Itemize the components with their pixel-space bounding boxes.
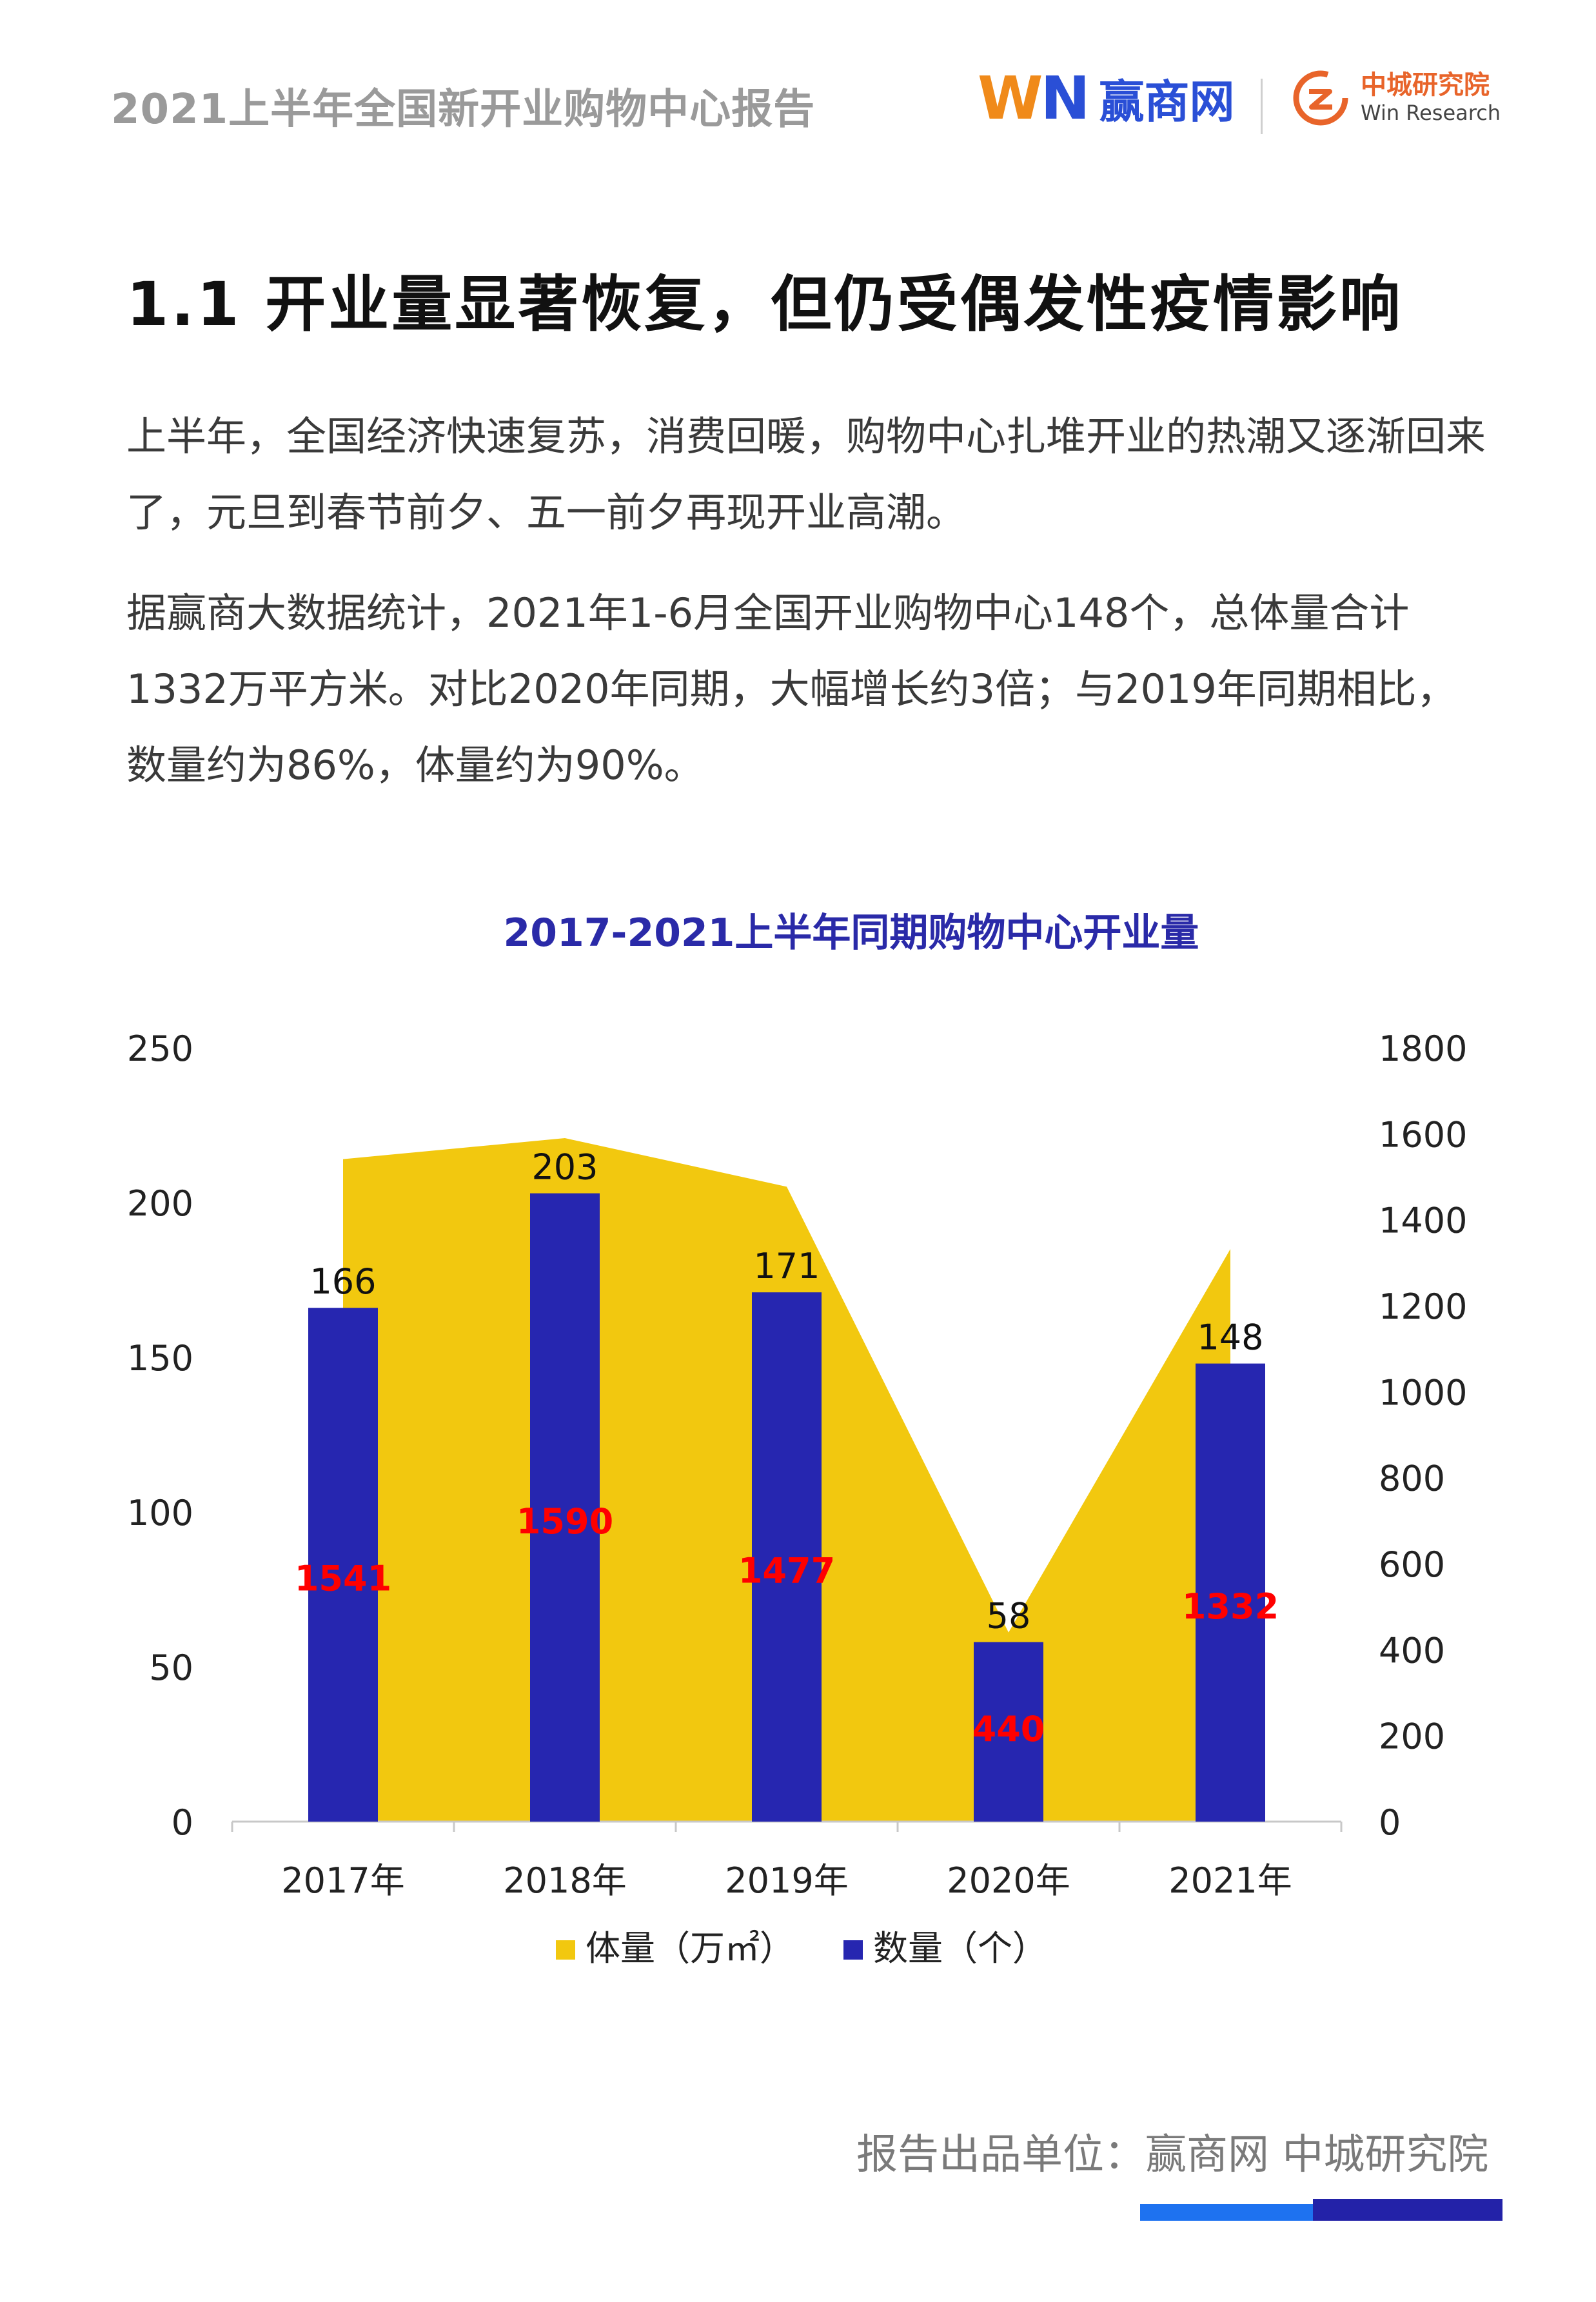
x-tick-label: 2020年 — [947, 1860, 1070, 1901]
y-right-tick-label: 600 — [1379, 1544, 1445, 1585]
section-title: 1.1 开业量显著恢复，但仍受偶发性疫情影响 — [126, 270, 1403, 340]
legend-swatch-count — [843, 1940, 863, 1960]
bar-label-count: 166 — [310, 1261, 376, 1302]
bar-label-count: 148 — [1197, 1317, 1263, 1358]
bar-label-count: 203 — [531, 1147, 598, 1188]
x-tick-label: 2019年 — [725, 1860, 848, 1901]
y-right-tick-label: 400 — [1379, 1630, 1445, 1671]
research-mark-icon — [1293, 70, 1348, 126]
legend-swatch-volume — [556, 1940, 575, 1960]
y-right-tick-label: 200 — [1379, 1717, 1445, 1757]
bar-label-count: 58 — [987, 1596, 1031, 1637]
logo-research-en: Win Research — [1361, 101, 1501, 125]
bar-count — [1196, 1363, 1265, 1822]
area-label-volume: 1541 — [295, 1559, 391, 1599]
bar-count — [530, 1193, 600, 1822]
area-label-volume: 1477 — [738, 1551, 835, 1591]
report-title: 2021上半年全国新开业购物中心报告 — [111, 86, 816, 133]
y-left-tick-label: 50 — [149, 1648, 193, 1688]
logo-divider — [1261, 79, 1263, 134]
y-left-tick-label: 100 — [127, 1493, 193, 1533]
paragraph-2: 据赢商大数据统计，2021年1-6月全国开业购物中心148个，总体量合计1332… — [126, 589, 1457, 789]
x-tick-label: 2017年 — [281, 1860, 404, 1901]
y-right-tick-label: 1400 — [1379, 1201, 1467, 1241]
logo-win-n: N — [1040, 63, 1090, 133]
y-right-tick-label: 1600 — [1379, 1114, 1467, 1155]
bar-count — [308, 1308, 378, 1822]
chart-title: 2017-2021上半年同期购物中心开业量 — [504, 910, 1199, 956]
area-label-volume: 1332 — [1182, 1586, 1279, 1627]
y-right-tick-label: 0 — [1379, 1802, 1401, 1843]
x-tick-label: 2021年 — [1168, 1860, 1292, 1901]
y-left-tick-label: 200 — [127, 1183, 193, 1224]
bar-count — [752, 1292, 822, 1822]
chart: 2017-2021上半年同期购物中心开业量 166 203 171 58 148 1541 1… — [127, 910, 1468, 1969]
footer-bar-navy — [1313, 2199, 1502, 2221]
y-left-tick-label: 150 — [127, 1338, 193, 1379]
logo-win-w: W — [978, 63, 1043, 133]
bar-count — [974, 1642, 1043, 1822]
y-right-tick-label: 800 — [1379, 1459, 1445, 1499]
logo-research-cn: 中城研究院 — [1361, 70, 1490, 100]
paragraph-1: 上半年，全国经济快速复苏，消费回暖，购物中心扎堆开业的热潮又逐渐回来了，元旦到春… — [126, 413, 1486, 536]
legend-label-count: 数量（个） — [873, 1928, 1047, 1969]
legend-label-volume: 体量（万㎡） — [586, 1928, 794, 1969]
area-label-volume: 440 — [972, 1709, 1045, 1749]
x-tick-label: 2018年 — [503, 1860, 626, 1901]
y-right-tick-label: 1000 — [1379, 1372, 1467, 1413]
y-left-tick-label: 250 — [127, 1028, 193, 1069]
bar-label-count: 171 — [753, 1246, 820, 1286]
area-label-volume: 1590 — [517, 1501, 613, 1542]
y-right-tick-label: 1200 — [1379, 1286, 1467, 1327]
logo-win-cn: 赢商网 — [1099, 75, 1235, 128]
y-right-tick-label: 1800 — [1379, 1028, 1467, 1069]
research-logo: 中城研究院 Win Research — [1290, 67, 1501, 129]
y-left-tick-label: 0 — [172, 1802, 193, 1843]
footer-credit: 报告出品单位：赢商网 中城研究院 — [856, 2131, 1489, 2179]
